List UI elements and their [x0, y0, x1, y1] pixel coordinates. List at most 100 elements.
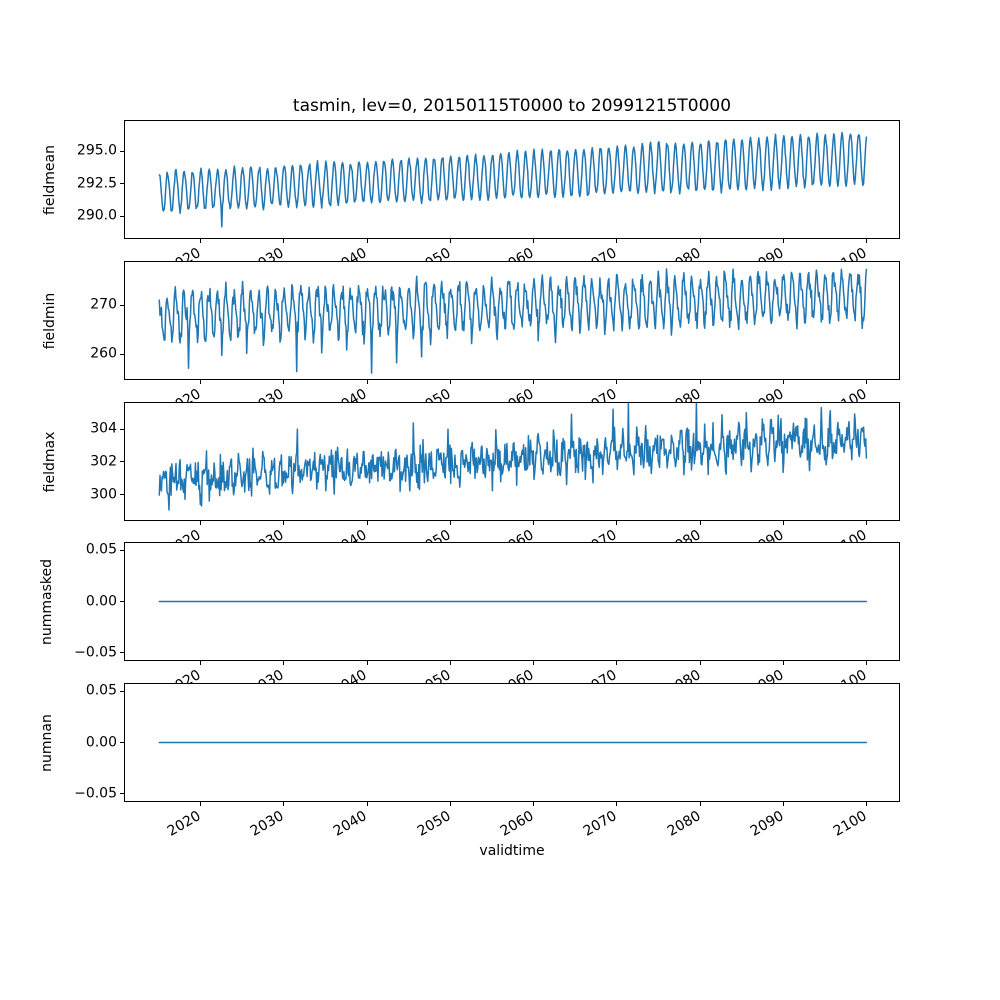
x-tick-mark: [616, 802, 618, 806]
x-tick-mark: [200, 521, 202, 525]
y-tick-mark: [120, 652, 124, 654]
x-tick-mark: [200, 802, 202, 806]
x-tick-mark: [283, 521, 285, 525]
x-tick-mark: [866, 239, 868, 243]
y-axis-title-nummasked: nummasked: [39, 558, 55, 645]
x-tick-mark: [533, 239, 535, 243]
x-tick-mark: [533, 802, 535, 806]
x-tick-mark: [782, 380, 784, 384]
x-tick-mark: [616, 661, 618, 665]
y-tick-mark: [120, 353, 124, 355]
y-axis-title-fieldmin: fieldmin: [42, 292, 58, 349]
y-tick-label: −0.05: [74, 644, 117, 661]
x-tick-mark: [782, 521, 784, 525]
x-tick-mark: [200, 661, 202, 665]
y-tick-label: −0.05: [74, 785, 117, 802]
y-tick-mark: [120, 549, 124, 551]
plot-area-numnan: [124, 683, 900, 802]
x-tick-mark: [449, 380, 451, 384]
x-tick-mark: [866, 380, 868, 384]
y-axis-title-numnan: numnan: [39, 713, 55, 772]
y-tick-label: 260: [90, 346, 117, 363]
x-tick-mark: [283, 802, 285, 806]
line-series-fieldmin: [158, 268, 868, 374]
x-tick-mark: [283, 239, 285, 243]
x-tick-mark: [533, 380, 535, 384]
x-tick-mark: [366, 802, 368, 806]
series-path-fieldmin: [158, 268, 868, 374]
x-tick-mark: [616, 380, 618, 384]
y-tick-mark: [120, 461, 124, 463]
plot-area-fieldmean: [124, 120, 900, 239]
chart-title: tasmin, lev=0, 20150115T0000 to 20991215…: [292, 96, 732, 116]
x-tick-mark: [449, 239, 451, 243]
y-tick-mark: [120, 428, 124, 430]
y-axis-title-fieldmax: fieldmax: [42, 431, 58, 492]
x-tick-mark: [366, 661, 368, 665]
x-tick-mark: [200, 380, 202, 384]
line-series-nummasked: [158, 600, 868, 603]
x-tick-mark: [366, 380, 368, 384]
y-tick-label: 292.5: [76, 175, 117, 192]
line-series-fieldmean: [158, 131, 868, 228]
x-tick-mark: [533, 521, 535, 525]
x-tick-mark: [699, 802, 701, 806]
x-tick-label: 2100: [830, 808, 870, 840]
x-tick-mark: [283, 380, 285, 384]
y-tick-label: 0.00: [85, 734, 117, 751]
x-tick-mark: [449, 661, 451, 665]
x-tick-mark: [449, 802, 451, 806]
x-tick-mark: [200, 239, 202, 243]
y-tick-mark: [120, 690, 124, 692]
y-tick-mark: [120, 601, 124, 602]
x-tick-label: 2070: [581, 808, 620, 840]
x-tick-mark: [866, 661, 868, 665]
y-tick-mark: [120, 494, 124, 496]
y-tick-mark: [120, 793, 124, 795]
y-tick-mark: [120, 304, 124, 306]
x-tick-mark: [782, 661, 784, 665]
x-tick-label: 2090: [747, 808, 787, 840]
x-tick-mark: [699, 239, 701, 243]
plot-area-fieldmax: [124, 402, 900, 521]
x-tick-mark: [366, 239, 368, 243]
x-tick-mark: [866, 521, 868, 525]
x-tick-mark: [283, 661, 285, 665]
x-tick-label: 2080: [664, 808, 704, 840]
y-tick-mark: [120, 150, 124, 152]
series-path-fieldmax: [158, 403, 868, 511]
line-series-fieldmax: [158, 403, 868, 511]
x-tick-label: 2050: [414, 808, 454, 840]
x-tick-mark: [699, 661, 701, 665]
x-tick-mark: [866, 802, 868, 806]
x-tick-label: 2060: [497, 808, 537, 840]
y-tick-label: 300: [90, 486, 117, 503]
y-tick-label: 290.0: [76, 208, 117, 225]
x-axis-title: validtime: [479, 843, 545, 859]
x-tick-mark: [366, 521, 368, 525]
y-tick-label: 295.0: [76, 143, 117, 160]
y-tick-label: 270: [90, 296, 117, 313]
y-axis-title-fieldmean: fieldmean: [42, 144, 58, 215]
y-tick-label: 0.05: [85, 542, 117, 559]
x-tick-mark: [533, 661, 535, 665]
y-tick-label: 304: [90, 420, 117, 437]
x-tick-mark: [699, 380, 701, 384]
x-tick-label: 2020: [164, 808, 204, 840]
x-tick-mark: [616, 521, 618, 525]
x-tick-mark: [699, 521, 701, 525]
x-tick-mark: [616, 239, 618, 243]
x-tick-mark: [782, 802, 784, 806]
y-tick-label: 0.05: [85, 683, 117, 700]
y-tick-mark: [120, 183, 124, 185]
y-tick-mark: [120, 215, 124, 217]
plot-area-nummasked: [124, 542, 900, 661]
x-tick-mark: [782, 239, 784, 243]
x-tick-label: 2040: [331, 808, 371, 840]
x-tick-label: 2030: [248, 808, 287, 840]
plot-area-fieldmin: [124, 261, 900, 380]
y-tick-label: 302: [90, 453, 117, 470]
line-series-numnan: [158, 741, 868, 744]
y-tick-label: 0.00: [85, 593, 117, 610]
